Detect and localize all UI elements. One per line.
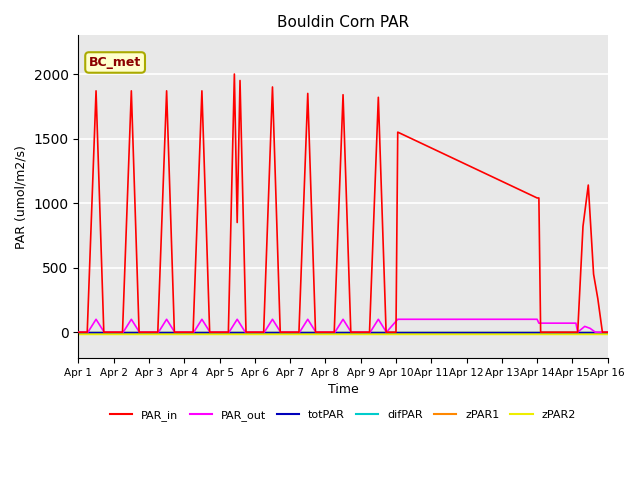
- PAR_out: [100, 329, 108, 335]
- PAR_out: [241, 329, 249, 335]
- PAR_in: [269, 84, 276, 90]
- PAR_in: [170, 329, 178, 335]
- PAR_out: [535, 320, 543, 326]
- Title: Bouldin Corn PAR: Bouldin Corn PAR: [277, 15, 409, 30]
- PAR_in: [347, 329, 355, 335]
- PAR_out: [198, 316, 205, 322]
- PAR_out: [383, 329, 390, 335]
- PAR_in: [537, 329, 545, 335]
- PAR_out: [604, 329, 612, 335]
- PAR_out: [586, 325, 594, 331]
- PAR_out: [234, 316, 241, 322]
- PAR_in: [382, 329, 390, 335]
- PAR_in: [365, 329, 373, 335]
- PAR_out: [120, 329, 127, 335]
- PAR_out: [312, 329, 320, 335]
- PAR_in: [118, 329, 126, 335]
- PAR_in: [230, 71, 238, 77]
- PAR_out: [331, 329, 339, 335]
- PAR_out: [348, 329, 355, 335]
- PAR_in: [260, 329, 268, 335]
- PAR_out: [533, 316, 541, 322]
- PAR_out: [269, 316, 276, 322]
- PAR_in: [374, 95, 382, 100]
- PAR_out: [225, 329, 233, 335]
- Y-axis label: PAR (umol/m2/s): PAR (umol/m2/s): [15, 145, 28, 249]
- PAR_out: [574, 329, 582, 335]
- PAR_out: [171, 329, 179, 335]
- PAR_in: [92, 88, 100, 94]
- Line: PAR_in: PAR_in: [79, 74, 608, 332]
- PAR_in: [535, 195, 543, 201]
- PAR_out: [304, 316, 312, 322]
- PAR_out: [75, 329, 83, 335]
- PAR_in: [574, 329, 582, 335]
- PAR_in: [83, 329, 91, 335]
- PAR_out: [591, 329, 599, 335]
- PAR_out: [276, 329, 284, 335]
- PAR_in: [163, 88, 170, 94]
- PAR_out: [394, 316, 401, 322]
- Legend: PAR_in, PAR_out, totPAR, difPAR, zPAR1, zPAR2: PAR_in, PAR_out, totPAR, difPAR, zPAR1, …: [106, 406, 580, 425]
- PAR_in: [135, 329, 143, 335]
- PAR_out: [374, 316, 382, 322]
- PAR_in: [242, 329, 250, 335]
- PAR_in: [198, 88, 205, 94]
- PAR_in: [154, 329, 162, 335]
- PAR_out: [127, 316, 135, 322]
- PAR_in: [604, 329, 612, 335]
- PAR_in: [589, 271, 597, 277]
- PAR_in: [533, 195, 541, 201]
- PAR_in: [276, 329, 284, 335]
- PAR_out: [572, 320, 580, 326]
- PAR_in: [225, 329, 232, 335]
- PAR_in: [206, 329, 214, 335]
- PAR_out: [136, 329, 143, 335]
- PAR_out: [260, 329, 268, 335]
- PAR_in: [579, 224, 587, 229]
- PAR_in: [189, 329, 197, 335]
- PAR_out: [190, 329, 198, 335]
- PAR_in: [75, 329, 83, 335]
- PAR_in: [100, 329, 108, 335]
- PAR_in: [236, 78, 244, 84]
- PAR_in: [584, 182, 592, 188]
- Text: BC_met: BC_met: [89, 56, 141, 69]
- PAR_out: [84, 329, 92, 335]
- X-axis label: Time: Time: [328, 383, 358, 396]
- PAR_in: [339, 92, 347, 97]
- PAR_out: [366, 329, 374, 335]
- PAR_in: [392, 329, 400, 335]
- PAR_out: [163, 316, 170, 322]
- PAR_out: [581, 324, 589, 329]
- PAR_in: [304, 91, 312, 96]
- PAR_in: [594, 296, 602, 301]
- PAR_out: [296, 329, 303, 335]
- PAR_out: [155, 329, 163, 335]
- PAR_in: [127, 88, 135, 94]
- PAR_in: [295, 329, 303, 335]
- PAR_in: [598, 329, 606, 335]
- PAR_in: [234, 220, 241, 226]
- PAR_in: [394, 129, 401, 135]
- PAR_out: [339, 316, 347, 322]
- PAR_in: [312, 329, 319, 335]
- Line: PAR_out: PAR_out: [79, 319, 608, 332]
- PAR_out: [92, 316, 100, 322]
- PAR_in: [330, 329, 338, 335]
- PAR_out: [206, 329, 214, 335]
